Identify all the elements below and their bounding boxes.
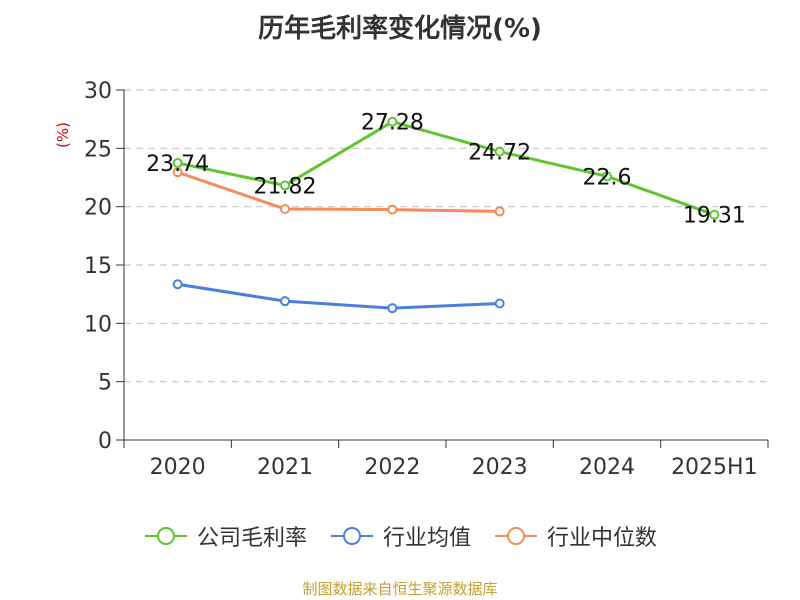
data-label: 22.6 (583, 165, 632, 190)
y-tick-label: 20 (84, 196, 112, 221)
legend-marker (495, 527, 537, 545)
series-point-1 (387, 303, 398, 314)
series-point-0 (387, 116, 398, 127)
y-tick-label: 5 (98, 371, 112, 396)
data-label: 27.28 (361, 111, 424, 136)
series-point-2 (172, 167, 183, 178)
legend-item-company-gross-margin[interactable]: 公司毛利率 (143, 520, 307, 552)
series-point-0 (602, 171, 612, 182)
series-point-0 (709, 209, 720, 220)
series-point-2 (494, 206, 505, 217)
series-point-0 (172, 158, 183, 169)
series-point-1 (494, 298, 505, 309)
y-tick-label: 30 (84, 79, 112, 104)
series-point-2 (387, 204, 398, 215)
legend: 公司毛利率 行业均值 行业中位数 (0, 520, 800, 552)
chart-title: 历年毛利率变化情况(%) (258, 14, 542, 44)
series-point-0 (280, 180, 290, 191)
x-tick-label: 2020 (150, 455, 206, 480)
series-point-1 (280, 296, 290, 307)
legend-item-industry-average[interactable]: 行业均值 (329, 520, 471, 552)
y-tick-label: 15 (84, 254, 112, 279)
legend-label: 公司毛利率 (196, 526, 307, 551)
series-point-0 (494, 146, 505, 157)
data-label: 19.31 (683, 204, 746, 229)
data-label: 21.82 (254, 174, 317, 199)
y-tick-label: 0 (98, 429, 112, 454)
x-tick-label: 2022 (364, 455, 420, 480)
legend-label: 行业中位数 (547, 526, 658, 551)
series-point-2 (280, 204, 290, 214)
y-tick-label: 25 (84, 137, 112, 162)
x-tick-label: 2024 (579, 455, 635, 480)
x-tick-label: 2021 (257, 455, 313, 480)
y-tick-label: 10 (84, 312, 112, 337)
data-label: 23.74 (146, 152, 209, 177)
legend-marker (330, 527, 373, 545)
series-point-1 (172, 279, 183, 290)
data-source-note: 制图数据来自恒生聚源数据库 (302, 580, 498, 598)
x-tick-label: 2023 (472, 455, 528, 480)
legend-label: 行业均值 (382, 526, 471, 551)
series-line-2 (177, 170, 500, 213)
data-label: 24.72 (468, 141, 531, 166)
legend-marker (144, 527, 187, 545)
series-line-1 (177, 282, 500, 310)
x-tick-label: 2025H1 (671, 455, 758, 480)
legend-item-industry-median[interactable]: 行业中位数 (493, 520, 657, 552)
series-line-0 (177, 120, 715, 217)
